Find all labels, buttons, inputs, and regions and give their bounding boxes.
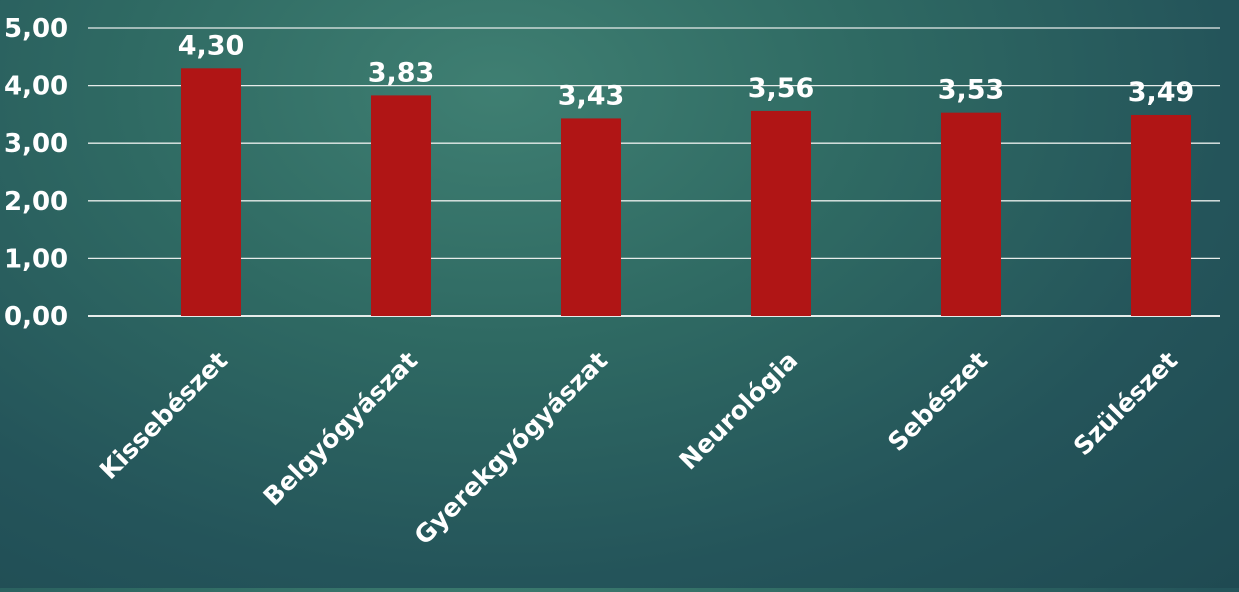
data-label: 3,56 (748, 73, 815, 104)
bars (181, 68, 1191, 316)
bar (1131, 114, 1191, 316)
category-label: Szülészet (1068, 346, 1183, 461)
y-tick-label: 4,00 (4, 72, 68, 102)
gridlines (88, 27, 1220, 317)
category-label: Neurológia (674, 346, 804, 476)
y-tick-label: 5,00 (4, 14, 68, 44)
y-tick-label: 3,00 (4, 129, 68, 159)
y-tick-label: 0,00 (4, 302, 68, 332)
data-label: 3,43 (558, 80, 625, 111)
bar (941, 112, 1001, 316)
data-label: 3,53 (938, 75, 1005, 106)
data-label: 3,83 (368, 57, 435, 88)
bar (561, 118, 621, 316)
category-label: Sebészet (882, 346, 993, 457)
data-label: 4,30 (178, 30, 245, 61)
bar (371, 95, 431, 316)
x-axis-category-labels: Kissebészet BelgyógyászatGyerekgyógyászat… (94, 346, 1183, 551)
bar (181, 68, 241, 316)
bar (751, 110, 811, 316)
category-label: Gyerekgyógyászat (409, 346, 614, 551)
y-tick-label: 2,00 (4, 187, 68, 217)
data-labels: 4,30 3,83 3,43 3,56 3,53 3,49 (178, 30, 1195, 111)
data-label: 3,49 (1128, 77, 1195, 108)
y-tick-label: 1,00 (4, 244, 68, 274)
category-label: Kissebészet (94, 346, 233, 485)
y-axis-tick-labels: 0,00 1,00 2,00 3,00 4,00 5,00 (4, 14, 68, 332)
category-label: Belgyógyászat (258, 346, 424, 512)
